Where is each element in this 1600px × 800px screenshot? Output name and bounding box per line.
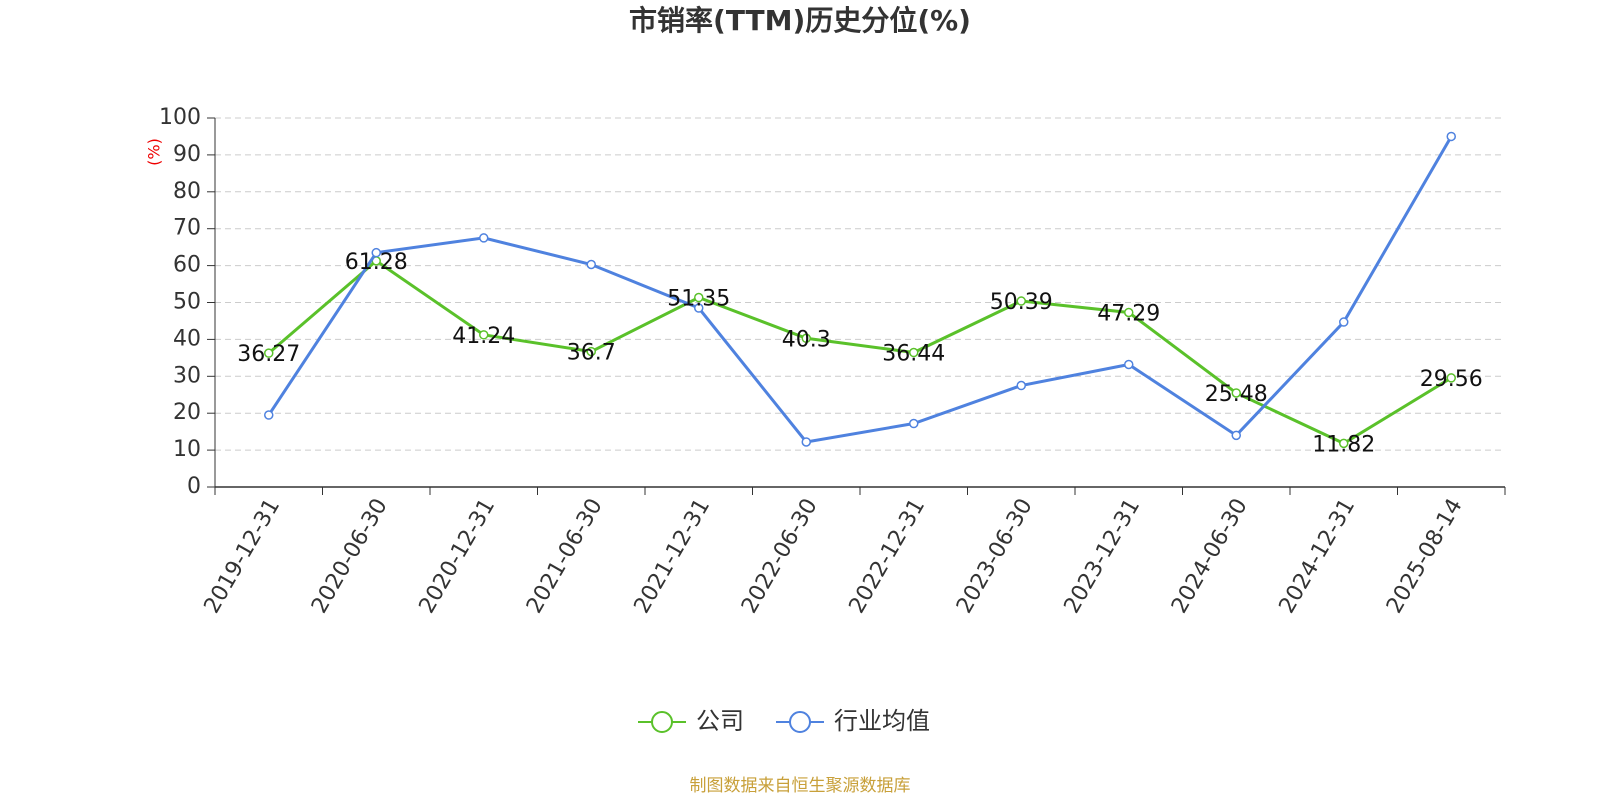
x-tick-label: 2022-12-31	[845, 495, 931, 618]
legend-label: 公司	[696, 707, 744, 735]
legend-label: 行业均值	[834, 707, 930, 735]
x-tick-label: 2023-12-31	[1060, 495, 1146, 618]
y-tick-label: 10	[173, 437, 201, 462]
point	[264, 348, 274, 358]
x-tick-label: 2020-12-31	[415, 495, 501, 618]
y-tick-label: 30	[173, 363, 201, 388]
chart-title: 市销率(TTM)历史分位(%)	[629, 4, 971, 37]
data-label: 50.39	[990, 290, 1053, 315]
source-note: 制图数据来自恒生聚源数据库	[690, 776, 911, 796]
x-tick-label: 2023-06-30	[952, 495, 1038, 618]
point	[371, 247, 381, 258]
y-tick-label: 100	[159, 105, 201, 130]
data-label: 51.35	[667, 287, 730, 312]
y-tick-label: 90	[173, 142, 201, 167]
point	[909, 347, 919, 358]
data-label: 29.56	[1420, 367, 1483, 392]
point	[1124, 359, 1134, 370]
y-tick-label: 20	[173, 400, 201, 425]
point	[694, 292, 704, 303]
y-tick-label: 0	[187, 474, 201, 499]
point	[1231, 388, 1241, 398]
x-tick-label: 2022-06-30	[737, 495, 823, 618]
y-tick-label: 80	[173, 179, 201, 204]
data-label: 36.44	[882, 342, 945, 367]
point	[479, 330, 489, 340]
point	[1446, 373, 1456, 383]
x-tick-label: 2024-12-31	[1275, 495, 1361, 618]
point	[801, 437, 811, 447]
data-label: 36.27	[237, 342, 300, 367]
point	[1446, 131, 1456, 142]
y-tick-label: 50	[173, 290, 201, 315]
point	[1339, 438, 1349, 449]
y-tick-label: 70	[173, 216, 201, 241]
point	[1016, 380, 1026, 391]
point	[1231, 430, 1241, 441]
data-label: 11.82	[1312, 432, 1375, 457]
y-tick-label: 60	[173, 253, 201, 278]
data-label: 25.48	[1205, 382, 1268, 407]
x-tick-label: 2021-06-30	[522, 495, 608, 618]
data-label: 36.7	[567, 341, 616, 366]
point	[264, 410, 274, 420]
point	[909, 418, 919, 429]
point	[801, 333, 811, 344]
x-tick-label: 2020-06-30	[307, 495, 393, 618]
data-label: 40.3	[782, 327, 831, 352]
point	[479, 233, 489, 243]
legend-marker	[651, 711, 673, 733]
point	[1124, 307, 1134, 318]
series-line	[267, 258, 1453, 446]
x-tick-label: 2021-12-31	[630, 495, 716, 618]
legend-marker	[789, 711, 811, 733]
point	[694, 303, 704, 313]
data-label: 61.28	[345, 250, 408, 275]
point	[1339, 317, 1349, 327]
data-label: 47.29	[1097, 301, 1160, 326]
point	[586, 259, 596, 270]
x-tick-label: 2025-08-14	[1382, 495, 1468, 618]
series-line	[267, 135, 1453, 444]
x-tick-label: 2019-12-31	[200, 495, 286, 618]
point	[1016, 296, 1026, 306]
point	[586, 346, 596, 357]
data-label: 41.24	[452, 324, 515, 349]
y-axis-label: (%)	[145, 138, 164, 166]
y-tick-label: 40	[173, 326, 201, 351]
x-tick-label: 2024-06-30	[1167, 495, 1253, 618]
